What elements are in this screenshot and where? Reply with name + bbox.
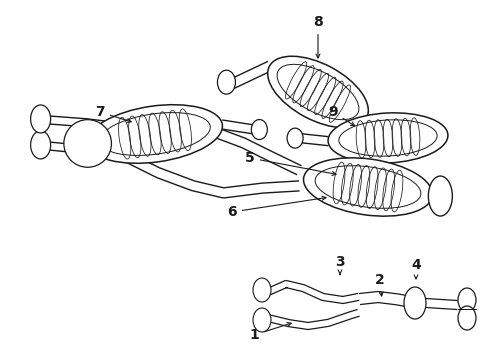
Text: 2: 2: [375, 273, 385, 296]
Ellipse shape: [253, 308, 271, 332]
Ellipse shape: [31, 105, 50, 133]
Ellipse shape: [428, 176, 452, 216]
Ellipse shape: [31, 131, 50, 159]
Ellipse shape: [64, 120, 111, 167]
Text: 9: 9: [328, 105, 355, 126]
Text: 8: 8: [313, 15, 323, 58]
Text: 6: 6: [227, 196, 326, 219]
Ellipse shape: [404, 287, 426, 319]
Ellipse shape: [88, 105, 222, 163]
Text: 3: 3: [335, 255, 345, 275]
Ellipse shape: [268, 56, 368, 128]
Ellipse shape: [218, 70, 235, 94]
Text: 1: 1: [249, 323, 291, 342]
Ellipse shape: [251, 120, 268, 140]
Text: 7: 7: [95, 105, 131, 122]
Text: 4: 4: [411, 258, 421, 279]
Ellipse shape: [253, 278, 271, 302]
Ellipse shape: [458, 306, 476, 330]
Ellipse shape: [287, 128, 303, 148]
Ellipse shape: [303, 158, 433, 216]
Text: 5: 5: [245, 151, 336, 175]
Ellipse shape: [328, 113, 448, 163]
Ellipse shape: [458, 288, 476, 312]
